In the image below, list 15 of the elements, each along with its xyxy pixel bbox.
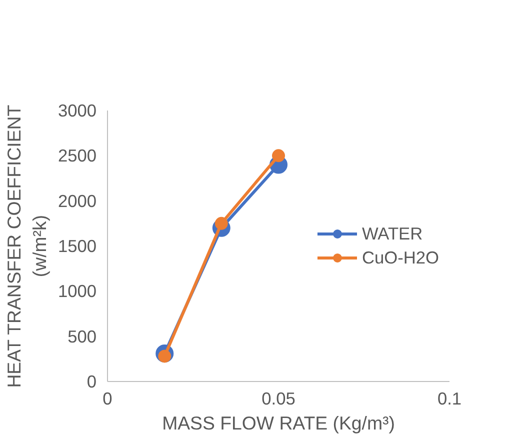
x-tick-label: 0.1	[437, 388, 462, 408]
x-tick-label: 0	[102, 388, 112, 408]
x-tick-label: 0.05	[262, 388, 296, 408]
y-tick-label: 0	[86, 372, 97, 392]
y-axis-title: HEAT TRANSFER COEFFICIENT (w/m²k)	[4, 104, 50, 388]
y-tick-label: 1000	[58, 281, 97, 302]
x-axis-title: MASS FLOW RATE (Kg/m³)	[162, 412, 395, 434]
y-tick-label: 3000	[58, 100, 97, 120]
point	[272, 149, 285, 162]
y-tick-label: 500	[68, 326, 97, 346]
y-tick-label: 1500	[58, 236, 97, 256]
y-tick-label: 2000	[58, 190, 97, 211]
legend-label: CuO-H2O	[362, 247, 439, 268]
y-tick-label: 2500	[58, 146, 97, 166]
legend-label: WATER	[362, 223, 423, 244]
